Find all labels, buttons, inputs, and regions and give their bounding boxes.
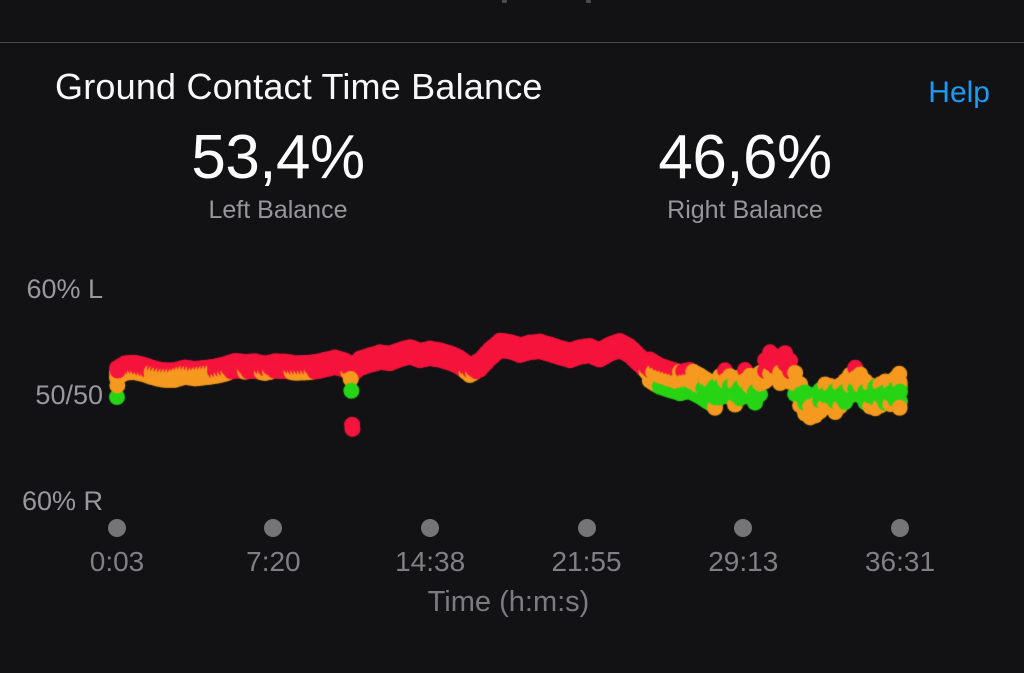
x-axis-dot[interactable] <box>734 519 753 537</box>
top-clipped-text-fragment <box>586 0 591 3</box>
x-axis-title: Time (h:m:s) <box>427 586 590 618</box>
left-balance-label: Left Balance <box>208 196 348 224</box>
x-axis-tick-label: 36:31 <box>864 546 936 577</box>
chart-scatter-canvas[interactable] <box>0 260 1024 520</box>
x-axis-tick-label: 29:13 <box>708 546 779 577</box>
x-axis-dot[interactable] <box>577 519 596 537</box>
left-balance-value: 53,4% <box>191 123 365 192</box>
x-axis-tick-label: 14:38 <box>395 546 466 577</box>
x-axis-dot[interactable] <box>421 519 440 537</box>
x-axis-dot[interactable] <box>264 519 283 537</box>
x-axis-tick-label: 0:03 <box>89 546 145 577</box>
top-clipped-text-fragment <box>502 0 507 3</box>
left-balance-stat: 53,4% Left Balance <box>118 124 438 225</box>
right-balance-value: 46,6% <box>658 123 832 192</box>
x-axis-tick-label: 7:20 <box>246 546 301 577</box>
header-divider <box>0 42 1024 43</box>
page-title: Ground Contact Time Balance <box>55 66 543 107</box>
x-axis-dot[interactable] <box>891 519 909 537</box>
x-axis-dot[interactable] <box>108 519 126 537</box>
top-status-strip <box>0 0 1024 42</box>
right-balance-label: Right Balance <box>667 196 823 224</box>
help-link[interactable]: Help <box>928 76 990 109</box>
x-axis-tick-label: 21:55 <box>551 546 622 577</box>
right-balance-stat: 46,6% Right Balance <box>585 124 905 225</box>
